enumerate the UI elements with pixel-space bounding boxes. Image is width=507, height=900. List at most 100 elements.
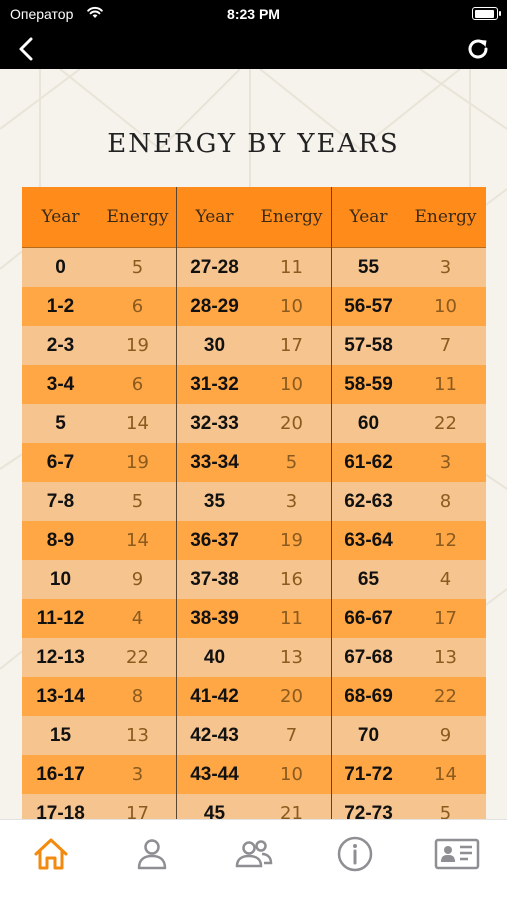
energy-cell: 3	[439, 452, 452, 473]
content-area: ENERGY BY YEARS Year Energy Year Energy …	[0, 69, 507, 819]
energy-cell: 20	[280, 413, 303, 434]
energy-cell: 3	[285, 491, 298, 512]
year-cell: 33-34	[190, 452, 239, 473]
energy-cell: 16	[280, 569, 303, 590]
energy-cell: 5	[439, 803, 452, 819]
energy-cell: 10	[434, 296, 457, 317]
battery-icon	[472, 7, 501, 20]
year-cell: 0	[55, 257, 66, 278]
carrier-label: Оператор	[10, 6, 74, 22]
table-row: 11-12 4 38-39 11 66-67 17	[22, 599, 486, 638]
energy-cell: 14	[126, 530, 149, 551]
person-icon[interactable]	[132, 834, 172, 874]
energy-cell: 9	[131, 569, 144, 590]
year-cell: 36-37	[190, 530, 239, 551]
year-cell: 66-67	[344, 608, 393, 629]
energy-cell: 22	[434, 413, 457, 434]
table-row: 16-17 3 43-44 10 71-72 14	[22, 755, 486, 794]
year-cell: 61-62	[344, 452, 393, 473]
energy-cell: 19	[126, 335, 149, 356]
navigation-bar	[0, 28, 507, 69]
year-cell: 38-39	[190, 608, 239, 629]
tab-bar	[0, 819, 507, 900]
year-cell: 60	[357, 413, 380, 434]
year-cell: 40	[203, 647, 226, 668]
energy-cell: 22	[434, 686, 457, 707]
energy-cell: 17	[126, 803, 149, 819]
year-cell: 13-14	[36, 686, 85, 707]
energy-cell: 8	[439, 491, 452, 512]
year-cell: 30	[203, 335, 226, 356]
year-cell: 71-72	[344, 764, 393, 785]
energy-cell: 11	[434, 374, 457, 395]
year-cell: 42-43	[190, 725, 239, 746]
refresh-icon[interactable]	[465, 36, 491, 62]
year-cell: 15	[49, 725, 72, 746]
clock: 8:23 PM	[227, 6, 280, 22]
year-cell: 37-38	[190, 569, 239, 590]
home-icon[interactable]	[31, 834, 71, 874]
energy-cell: 11	[280, 608, 303, 629]
table-row: 8-9 14 36-37 19 63-64 12	[22, 521, 486, 560]
year-cell: 7-8	[46, 491, 75, 512]
energy-cell: 4	[131, 608, 144, 629]
table-row: 12-13 22 40 13 67-68 13	[22, 638, 486, 677]
table-row: 1-2 6 28-29 10 56-57 10	[22, 287, 486, 326]
table-row: 17-18 17 45 21 72-73 5	[22, 794, 486, 819]
status-bar: Оператор 8:23 PM	[0, 0, 507, 28]
header-energy-1: Energy	[106, 207, 169, 227]
table-row: 15 13 42-43 7 70 9	[22, 716, 486, 755]
energy-cell: 21	[280, 803, 303, 819]
energy-cell: 7	[439, 335, 452, 356]
year-cell: 63-64	[344, 530, 393, 551]
energy-cell: 13	[126, 725, 149, 746]
column-divider	[176, 187, 177, 819]
energy-cell: 3	[131, 764, 144, 785]
energy-cell: 7	[285, 725, 298, 746]
energy-cell: 14	[126, 413, 149, 434]
energy-cell: 12	[434, 530, 457, 551]
year-cell: 27-28	[190, 257, 239, 278]
people-icon[interactable]	[234, 834, 274, 874]
table-row: 5 14 32-33 20 60 22	[22, 404, 486, 443]
table-row: 10 9 37-38 16 65 4	[22, 560, 486, 599]
year-cell: 58-59	[344, 374, 393, 395]
energy-cell: 6	[131, 296, 144, 317]
energy-cell: 10	[280, 764, 303, 785]
year-cell: 28-29	[190, 296, 239, 317]
energy-cell: 5	[131, 491, 144, 512]
year-cell: 31-32	[190, 374, 239, 395]
year-cell: 5	[55, 413, 66, 434]
table-row: 2-3 19 30 17 57-58 7	[22, 326, 486, 365]
year-cell: 65	[357, 569, 380, 590]
year-cell: 62-63	[344, 491, 393, 512]
year-cell: 57-58	[344, 335, 393, 356]
year-cell: 1-2	[46, 296, 75, 317]
energy-cell: 13	[434, 647, 457, 668]
table-row: 0 5 27-28 11 55 3	[22, 248, 486, 287]
energy-cell: 3	[439, 257, 452, 278]
header-energy-2: Energy	[260, 207, 323, 227]
year-cell: 67-68	[344, 647, 393, 668]
year-cell: 56-57	[344, 296, 393, 317]
wifi-icon	[87, 6, 103, 18]
year-cell: 32-33	[190, 413, 239, 434]
contact-card-icon[interactable]	[434, 834, 480, 874]
energy-cell: 19	[280, 530, 303, 551]
year-cell: 2-3	[46, 335, 75, 356]
year-cell: 72-73	[344, 803, 393, 819]
info-icon[interactable]	[335, 834, 375, 874]
back-chevron-icon[interactable]	[14, 36, 40, 62]
year-cell: 68-69	[344, 686, 393, 707]
table-row: 7-8 5 35 3 62-63 8	[22, 482, 486, 521]
table-row: 13-14 8 41-42 20 68-69 22	[22, 677, 486, 716]
column-divider	[331, 187, 332, 819]
header-year-3: Year	[349, 207, 388, 227]
year-cell: 35	[203, 491, 226, 512]
year-cell: 70	[357, 725, 380, 746]
table-row: 3-4 6 31-32 10 58-59 11	[22, 365, 486, 404]
page-title: ENERGY BY YEARS	[107, 129, 400, 159]
year-cell: 55	[357, 257, 380, 278]
header-year-2: Year	[195, 207, 234, 227]
year-cell: 12-13	[36, 647, 85, 668]
